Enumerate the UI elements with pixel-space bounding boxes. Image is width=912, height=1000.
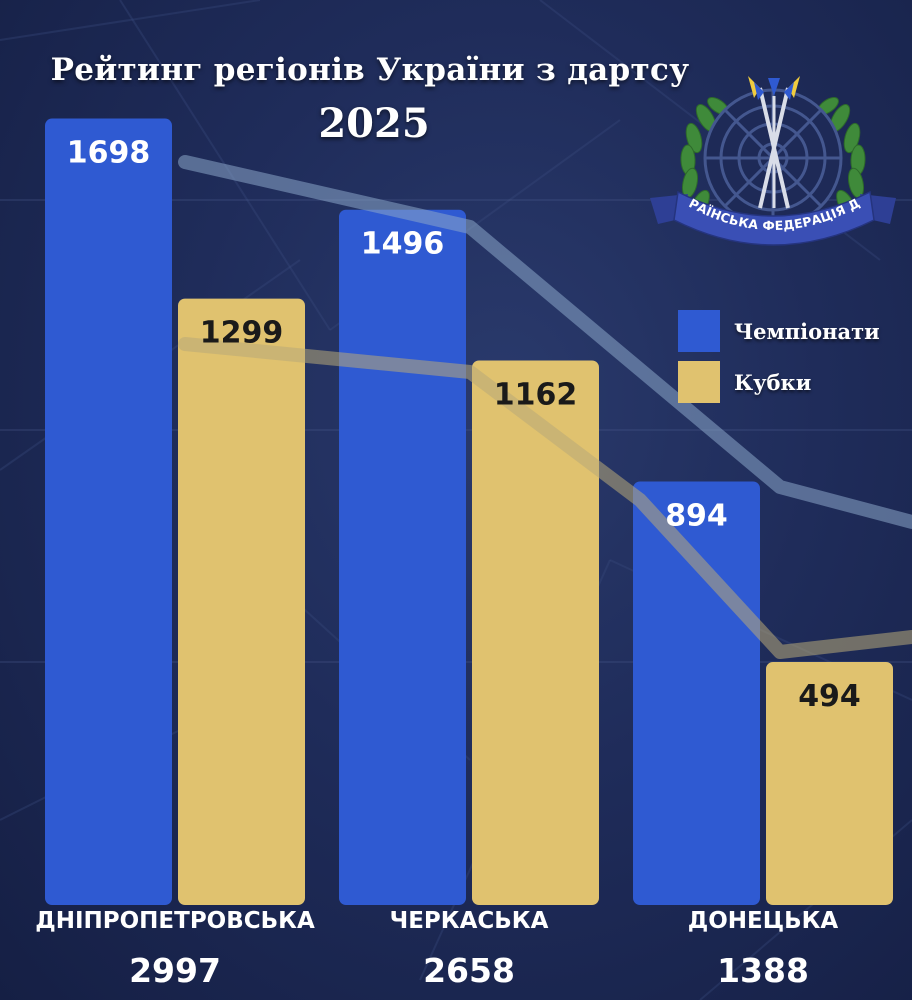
- bar-value-label: 494: [798, 679, 861, 714]
- legend-swatch-championships: [678, 310, 720, 352]
- bar-championships-2: [633, 481, 760, 905]
- bar-value-label: 1162: [494, 377, 578, 412]
- legend-item-cups: Кубки: [678, 361, 811, 403]
- legend-swatch-cups: [678, 361, 720, 403]
- darts-icon: [748, 76, 800, 209]
- legend-item-championships: Чемпіонати: [678, 310, 880, 352]
- trend-lines: [178, 155, 912, 659]
- chart-title: Рейтинг регіонів України з дартсу: [50, 52, 690, 88]
- bar-championships-1: [339, 209, 466, 906]
- bar-cups-2: [766, 662, 893, 905]
- federation-logo: ВСЕУКРАЇНСЬКА ФЕДЕРАЦІЯ ДАРТСУ: [648, 58, 896, 246]
- bar-cups-0: [178, 298, 305, 905]
- bar-value-label: 894: [665, 498, 728, 533]
- trend-line-championships: [178, 155, 912, 529]
- category-label: ЧЕРКАСЬКА: [390, 908, 549, 934]
- legend-label-cups: Кубки: [734, 369, 812, 395]
- chart-year: 2025: [318, 100, 430, 147]
- legend-label-championships: Чемпіонати: [734, 318, 880, 344]
- bar-value-label: 1299: [200, 316, 284, 351]
- bar-cups-1: [472, 360, 599, 905]
- category-label: ДОНЕЦЬКА: [688, 908, 839, 934]
- background-line: [0, 0, 261, 41]
- bar-value-label: 1698: [67, 136, 151, 171]
- banner-ribbon-icon: [650, 190, 896, 246]
- category-total-label: 1388: [717, 951, 809, 990]
- bar-championships-0: [45, 118, 172, 905]
- category-total-label: 2997: [129, 951, 221, 990]
- trend-line-cups: [178, 337, 912, 659]
- bars-group: [45, 118, 893, 906]
- category-total-label: 2658: [423, 951, 515, 990]
- category-label: ДНІПРОПЕТРОВСЬКА: [35, 908, 315, 934]
- labels-group: 1698 1299 ДНІПРОПЕТРОВСЬКА 2997 1496 1162 ЧЕРК…: [35, 136, 861, 990]
- bar-value-label: 1496: [361, 227, 445, 262]
